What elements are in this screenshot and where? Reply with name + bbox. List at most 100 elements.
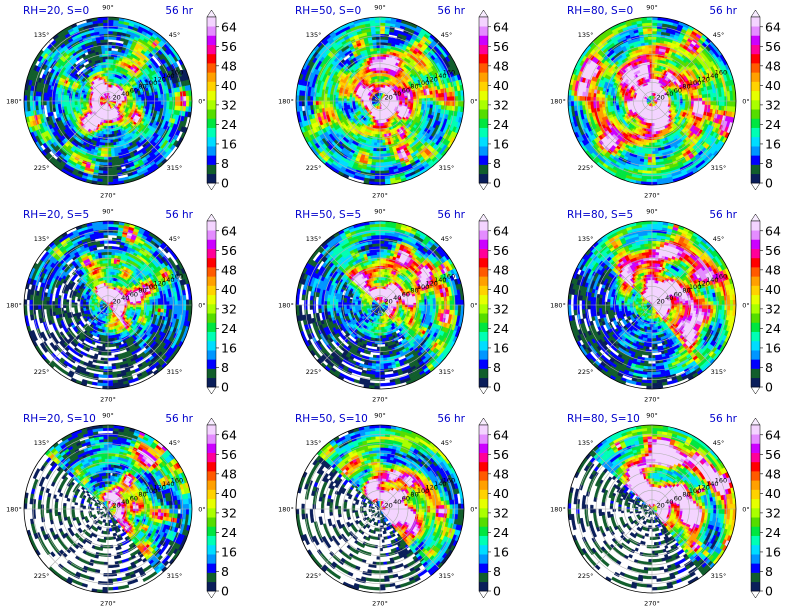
rain-cell [381, 64, 386, 68]
rain-cell [152, 103, 156, 108]
rain-cell [107, 33, 113, 37]
rain-cell [109, 64, 114, 68]
rain-cell [340, 98, 344, 102]
rain-cell [104, 145, 109, 149]
rain-cell [377, 58, 381, 63]
rain-cell [146, 100, 151, 104]
rain-cell [376, 53, 381, 57]
rain-cell [43, 96, 47, 102]
rain-cell [376, 47, 381, 51]
rain-cell [329, 94, 334, 99]
angle-tick-label: 180° [6, 98, 22, 106]
rain-cell [379, 151, 384, 155]
rain-cell [183, 100, 187, 107]
rain-cell [65, 100, 70, 104]
rain-cell [340, 100, 344, 104]
rain-cell [185, 100, 190, 107]
rain-cell [374, 134, 379, 138]
colorbar-tick-label: 0 [221, 176, 229, 191]
rain-cell [155, 100, 159, 105]
rain-cell [373, 145, 378, 149]
rain-cell [163, 100, 168, 106]
rain-cell [46, 100, 50, 106]
rain-cell [102, 27, 109, 32]
rain-cell [379, 55, 384, 60]
rain-cell [149, 100, 154, 105]
colorbar-tick-label: 56 [221, 39, 237, 54]
rain-cell [418, 98, 423, 102]
rain-cell [105, 131, 109, 135]
rain-cell [332, 97, 336, 102]
rain-cell [26, 95, 31, 102]
rain-cell [177, 95, 182, 102]
radial-tick-label: 160 [171, 68, 183, 76]
rain-cell [107, 165, 113, 169]
colorbar-segment [207, 53, 216, 64]
rain-cell [107, 173, 114, 177]
rain-cell [60, 94, 64, 99]
rain-cell [40, 100, 44, 106]
rain-cell [424, 100, 428, 105]
rain-cell [166, 96, 170, 102]
rain-cell [105, 139, 109, 144]
rain-cell [382, 50, 387, 55]
rain-cell [102, 25, 109, 29]
rain-cell [57, 94, 62, 99]
rain-cell [141, 102, 145, 107]
angle-tick-label: 135° [34, 31, 50, 39]
colorbar-segment [207, 72, 216, 82]
rain-cell [104, 47, 109, 51]
colorbar-segment [207, 35, 216, 45]
colorbar-segment [207, 44, 216, 55]
rain-cell [415, 103, 420, 107]
rain-cell [377, 131, 381, 135]
rain-cell [323, 97, 328, 102]
rain-cell [74, 98, 78, 102]
rain-cell [379, 58, 383, 63]
angle-tick-label: 270° [100, 192, 116, 200]
rain-cell [103, 159, 109, 163]
rain-cell [376, 145, 381, 149]
angle-tick-label: 0° [198, 98, 205, 106]
rain-cell [104, 153, 109, 158]
rain-cell [107, 58, 111, 63]
rain-cell [102, 22, 109, 26]
rain-cell [113, 50, 119, 55]
angle-tick-label: 90° [102, 4, 114, 12]
rain-cell [377, 139, 381, 144]
rain-cell [107, 22, 114, 26]
rain-cell [107, 137, 111, 141]
rain-cell [418, 100, 423, 104]
rain-cell [382, 56, 387, 60]
rain-cell [34, 95, 39, 102]
rain-cell [104, 55, 109, 60]
rain-cell [326, 97, 330, 102]
rain-cell [71, 95, 75, 100]
rain-cell [107, 176, 114, 180]
rain-cell [107, 44, 112, 49]
colorbar-segment [207, 127, 216, 138]
rain-cell [107, 170, 114, 175]
rain-cell [144, 98, 148, 102]
rain-cell [379, 53, 384, 57]
rain-cell [335, 103, 339, 108]
rain-cell [152, 97, 156, 102]
rain-cell [104, 50, 109, 54]
rain-cell [379, 137, 383, 141]
rain-cell [51, 97, 56, 102]
rain-cell [107, 30, 113, 35]
rain-cell [104, 151, 109, 155]
rain-cell [62, 97, 67, 102]
rain-cell [152, 100, 156, 105]
rain-cell [146, 98, 151, 102]
colorbar-tick-label: 8 [221, 156, 229, 171]
rain-cell [410, 100, 414, 104]
rain-cell [421, 97, 426, 102]
rain-cell [37, 96, 42, 102]
rain-cell [376, 148, 381, 152]
rain-cell [421, 103, 425, 108]
rain-cell [337, 98, 342, 102]
rain-cell [46, 108, 51, 114]
rain-cell [107, 41, 113, 46]
